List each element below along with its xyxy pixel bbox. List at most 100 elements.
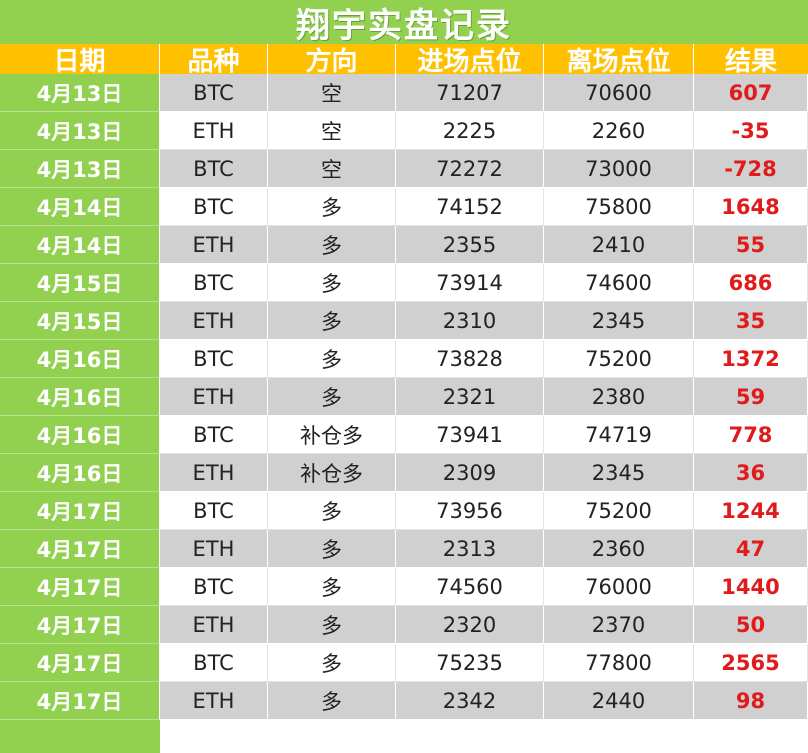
cell-entry: 2313 (396, 530, 544, 568)
cell-exit: 2345 (544, 302, 694, 340)
cell-direction: 多 (268, 340, 396, 378)
table-row: 4月17日 BTC 多 75235 77800 2565 (0, 644, 808, 682)
cell-asset: ETH (160, 378, 268, 416)
cell-result: 1648 (694, 188, 808, 226)
cell-result: -728 (694, 150, 808, 188)
cell-entry: 2309 (396, 454, 544, 492)
table-row: 4月15日 BTC 多 73914 74600 686 (0, 264, 808, 302)
cell-direction: 空 (268, 150, 396, 188)
cell-asset: ETH (160, 302, 268, 340)
cell-asset: BTC (160, 644, 268, 682)
cell-exit: 2440 (544, 682, 694, 720)
cell-entry: 73941 (396, 416, 544, 454)
table-row: 4月17日 BTC 多 74560 76000 1440 (0, 568, 808, 606)
cell-direction: 多 (268, 226, 396, 264)
table-row: 4月17日 ETH 多 2342 2440 98 (0, 682, 808, 720)
cell-asset: BTC (160, 188, 268, 226)
header-result: 结果 (724, 46, 777, 77)
table-row: 4月14日 ETH 多 2355 2410 55 (0, 226, 808, 264)
cell-date: 4月13日 (0, 74, 160, 112)
cell-exit: 74719 (544, 416, 694, 454)
cell-result: 36 (694, 454, 808, 492)
cell-exit: 2345 (544, 454, 694, 492)
cell-asset: ETH (160, 226, 268, 264)
cell-asset: ETH (160, 606, 268, 644)
cell-asset: ETH (160, 530, 268, 568)
cell-exit: 2410 (544, 226, 694, 264)
cell-exit: 2380 (544, 378, 694, 416)
cell-result: 686 (694, 264, 808, 302)
cell-direction: 多 (268, 644, 396, 682)
cell-asset: BTC (160, 492, 268, 530)
cell-entry: 71207 (396, 74, 544, 112)
cell-date: 4月14日 (0, 188, 160, 226)
cell-exit: 76000 (544, 568, 694, 606)
cell-result: 35 (694, 302, 808, 340)
table-row: 4月15日 ETH 多 2310 2345 35 (0, 302, 808, 340)
cell-direction: 空 (268, 112, 396, 150)
cell-result: 607 (694, 74, 808, 112)
cell-date: 4月16日 (0, 340, 160, 378)
cell-result: -35 (694, 112, 808, 150)
cell-result: 1440 (694, 568, 808, 606)
cell-exit: 70600 (544, 74, 694, 112)
header-asset: 品种 (160, 44, 268, 77)
cell-direction: 多 (268, 530, 396, 568)
page-title: 翔宇实盘记录 (296, 5, 512, 46)
cell-entry: 2320 (396, 606, 544, 644)
cell-entry: 2355 (396, 226, 544, 264)
header-exit: 离场点位 (544, 44, 694, 77)
cell-date: 4月13日 (0, 150, 160, 188)
cell-entry: 73914 (396, 264, 544, 302)
cell-entry: 75235 (396, 644, 544, 682)
cell-direction: 多 (268, 568, 396, 606)
cell-direction: 多 (268, 378, 396, 416)
cell-asset: BTC (160, 264, 268, 302)
cell-date: 4月13日 (0, 112, 160, 150)
cell-direction: 多 (268, 264, 396, 302)
cell-date: 4月14日 (0, 226, 160, 264)
cell-direction: 多 (268, 606, 396, 644)
cell-asset: ETH (160, 112, 268, 150)
cell-date: 4月17日 (0, 644, 160, 682)
table-row: 4月17日 BTC 多 73956 75200 1244 (0, 492, 808, 530)
cell-entry: 73956 (396, 492, 544, 530)
cell-entry: 2225 (396, 112, 544, 150)
table-row: 4月13日 BTC 空 71207 70600 607 (0, 74, 808, 112)
cell-result: 47 (694, 530, 808, 568)
table-row: 4月14日 BTC 多 74152 75800 1648 (0, 188, 808, 226)
cell-entry: 2310 (396, 302, 544, 340)
cell-result: 50 (694, 606, 808, 644)
cell-date: 4月17日 (0, 492, 160, 530)
cell-result: 778 (694, 416, 808, 454)
cell-exit: 77800 (544, 644, 694, 682)
cell-exit: 75200 (544, 340, 694, 378)
cell-direction: 多 (268, 188, 396, 226)
cell-result: 2565 (694, 644, 808, 682)
table-row: 4月16日 BTC 补仓多 73941 74719 778 (0, 416, 808, 454)
cell-date: 4月17日 (0, 568, 160, 606)
cell-asset: ETH (160, 682, 268, 720)
header-date: 日期 (0, 44, 160, 77)
cell-exit: 73000 (544, 150, 694, 188)
table-header: 日期 品种 方向 进场点位 离场点位 结果 (0, 44, 808, 77)
cell-exit: 2360 (544, 530, 694, 568)
cell-direction: 空 (268, 74, 396, 112)
cell-direction: 补仓多 (268, 416, 396, 454)
cell-entry: 2342 (396, 682, 544, 720)
cell-asset: BTC (160, 150, 268, 188)
table-row: 4月16日 ETH 补仓多 2309 2345 36 (0, 454, 808, 492)
header-entry: 进场点位 (396, 44, 544, 77)
cell-entry: 72272 (396, 150, 544, 188)
cell-entry: 74152 (396, 188, 544, 226)
cell-date: 4月16日 (0, 454, 160, 492)
cell-date: 4月15日 (0, 264, 160, 302)
cell-result: 55 (694, 226, 808, 264)
cell-date: 4月16日 (0, 378, 160, 416)
cell-date: 4月15日 (0, 302, 160, 340)
cell-direction: 多 (268, 682, 396, 720)
cell-direction: 多 (268, 492, 396, 530)
cell-exit: 2370 (544, 606, 694, 644)
cell-entry: 73828 (396, 340, 544, 378)
